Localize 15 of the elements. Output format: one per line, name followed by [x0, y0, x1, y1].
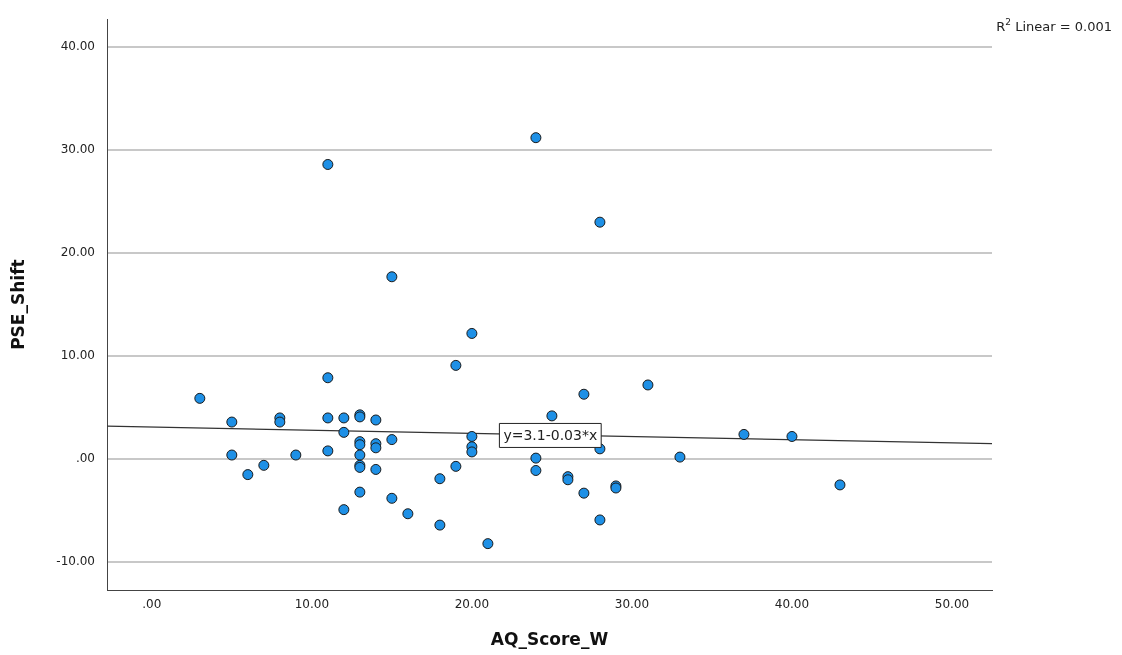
y-tick-label: -10.00 [56, 554, 95, 569]
y-tick-label: 30.00 [60, 142, 95, 157]
y-tick-label: .00 [75, 451, 95, 466]
annotation: y=3.1-0.03*x [503, 427, 598, 444]
y-axis-title: PSE_Shift [7, 259, 28, 350]
x-tick-label: 40.00 [774, 597, 810, 612]
x-tick-label: 10.00 [294, 597, 330, 612]
y-tick-label: 10.00 [60, 348, 95, 363]
x-tick-label: 20.00 [454, 597, 490, 612]
x-tick-label: 30.00 [614, 597, 650, 612]
x-tick-label: .00 [142, 597, 162, 612]
y-tick-label: 20.00 [60, 245, 95, 260]
x-axis-title: AQ_Score_W [490, 629, 609, 650]
y-tick-label: 40.00 [60, 39, 95, 54]
x-tick-label: 50.00 [934, 597, 970, 612]
